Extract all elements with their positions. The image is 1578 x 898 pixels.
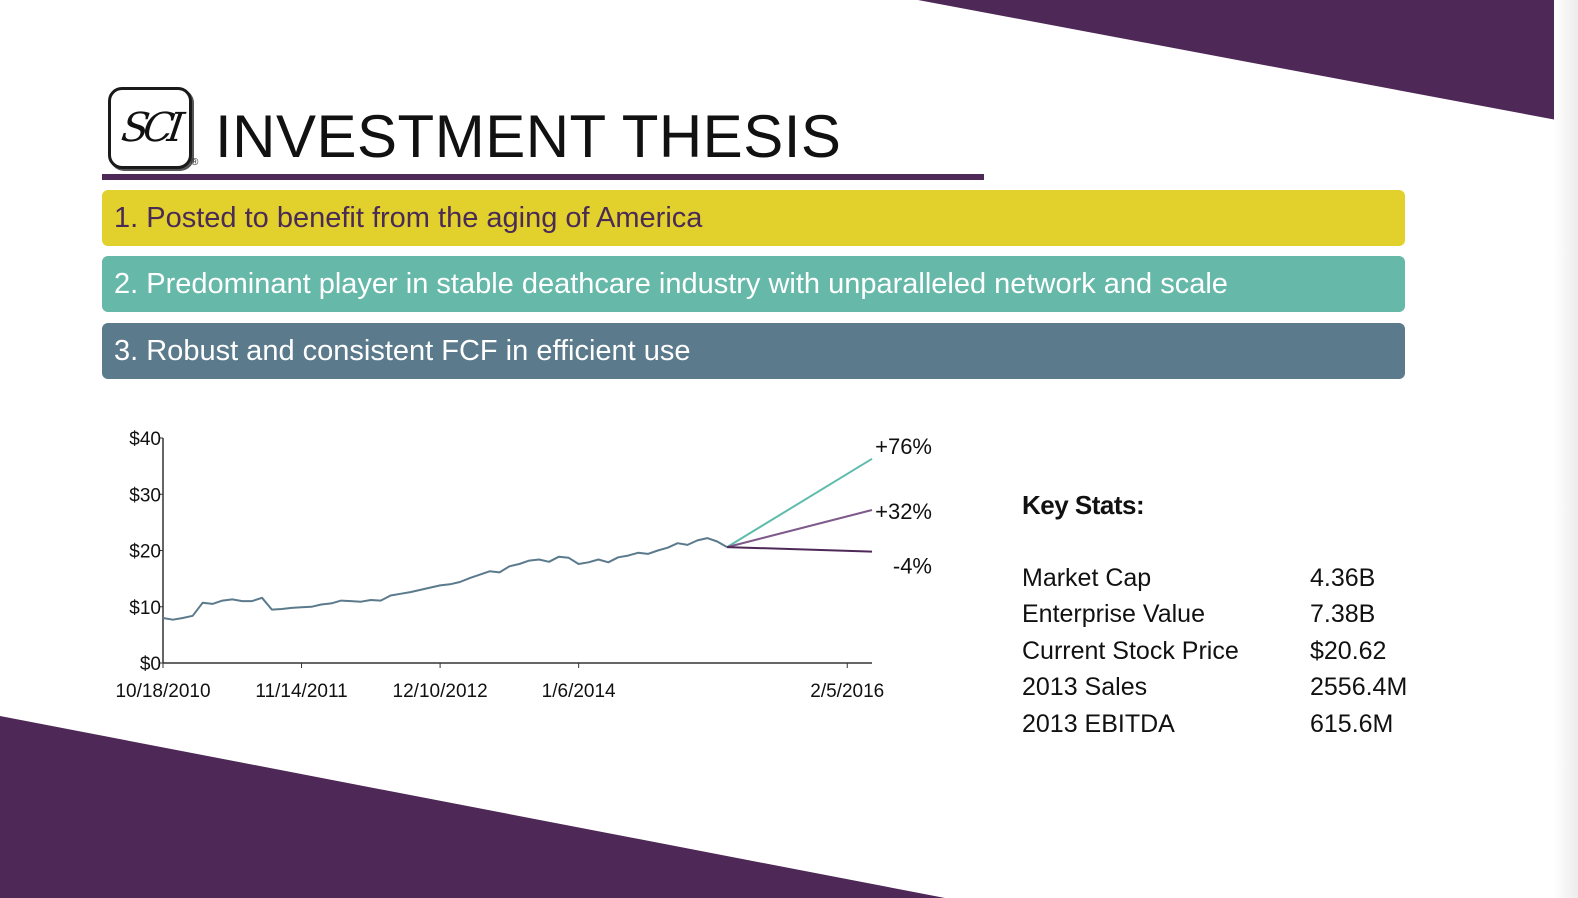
right-edge-shadow (1554, 0, 1578, 898)
projection-label: -4% (893, 554, 932, 579)
y-tick-label: $20 (129, 542, 161, 563)
thesis-point-2: 2. Predominant player in stable deathcar… (102, 256, 1405, 312)
projection-line (726, 509, 873, 549)
key-stat-label: 2013 Sales (1022, 673, 1148, 702)
price-line (162, 537, 728, 621)
x-tick-label: 10/18/2010 (115, 681, 210, 702)
key-stat-value: 2556.4M (1310, 673, 1408, 702)
key-stat-value: 7.38B (1310, 600, 1376, 629)
registered-mark: ® (191, 157, 199, 168)
stock-price-chart: $0 $10 $20 $30 $40 10/18/2010 11/14/2011 12/10/… (115, 429, 932, 702)
y-tick-label: $40 (129, 429, 161, 450)
thesis-point-text: 3. Robust and consistent FCF in efficien… (114, 334, 691, 367)
chart-series (162, 457, 873, 621)
key-stat-row: 2013 Sales 2556.4M (1022, 670, 1407, 707)
key-stat-value: 4.36B (1310, 563, 1376, 592)
sci-monogram-icon: SCI (118, 105, 182, 151)
x-tick-label: 11/14/2011 (255, 681, 347, 702)
page-title: INVESTMENT THESIS (215, 103, 842, 170)
key-stats-heading: Key Stats: (1022, 490, 1145, 520)
key-stat-row: Market Cap 4.36B (1022, 560, 1407, 597)
thesis-point-1: 1. Posted to benefit from the aging of A… (102, 190, 1405, 246)
key-stat-value: 615.6M (1310, 709, 1394, 738)
y-tick-label: $0 (140, 654, 161, 675)
key-stat-label: Enterprise Value (1022, 600, 1205, 629)
x-tick-label: 2/5/2016 (810, 681, 884, 702)
key-stat-row: 2013 EBITDA 615.6M (1022, 706, 1407, 743)
projection-label: +76% (875, 434, 932, 459)
y-tick-label: $10 (129, 598, 161, 619)
key-stat-row: Enterprise Value 7.38B (1022, 597, 1407, 634)
x-tick-label: 1/6/2014 (542, 681, 616, 702)
projection-label: +32% (875, 499, 932, 524)
top-right-purple-band (918, 0, 1578, 124)
key-stat-label: Market Cap (1022, 563, 1152, 592)
key-stat-value: $20.62 (1310, 636, 1387, 665)
thesis-point-text: 1. Posted to benefit from the aging of A… (114, 201, 703, 234)
projection-line (726, 457, 873, 548)
chart-axes (162, 438, 872, 664)
chart-labels: +76% +32% -4% (875, 434, 932, 579)
key-stat-label: 2013 EBITDA (1022, 709, 1175, 738)
key-stats-table: Market Cap 4.36B Enterprise Value 7.38B Cu… (1022, 560, 1407, 743)
title-underline (102, 174, 984, 180)
chart-ticks: $0 $10 $20 $30 $40 10/18/2010 11/14/2011 12/10/… (115, 429, 884, 702)
thesis-point-3: 3. Robust and consistent FCF in efficien… (102, 323, 1405, 379)
bottom-left-purple-band (0, 716, 945, 898)
thesis-point-text: 2. Predominant player in stable deathcar… (114, 267, 1228, 300)
x-tick-label: 12/10/2012 (393, 681, 488, 702)
projection-line (727, 546, 873, 553)
sci-logo: SCI (108, 87, 192, 169)
key-stat-row: Current Stock Price $20.62 (1022, 633, 1407, 670)
y-tick-label: $30 (129, 485, 161, 506)
key-stat-label: Current Stock Price (1022, 636, 1239, 665)
